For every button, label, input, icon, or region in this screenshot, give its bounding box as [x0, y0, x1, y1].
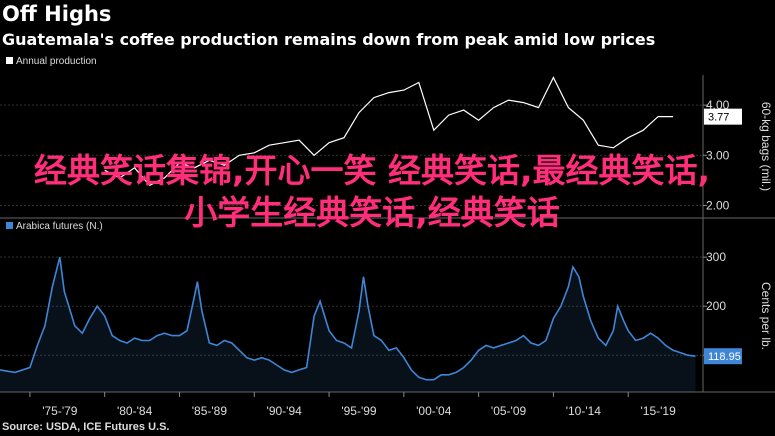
legend-swatch — [6, 222, 13, 229]
series-area-fill — [0, 257, 696, 392]
overlay-watermark-text: 经典笑话集锦,开心一笑 经典笑话,最经典笑话,小学生经典笑话,经典笑话 — [33, 151, 711, 232]
series-line-arabica — [0, 257, 696, 381]
last-value-label: 3.77 — [708, 112, 729, 124]
y-tick-label: 200 — [706, 299, 726, 313]
x-tick-label: '00-'04 — [416, 404, 452, 418]
y-axis-label: Cents per lb. — [759, 282, 773, 350]
chart-subtitle: Guatemala's coffee production remains do… — [2, 30, 656, 49]
x-tick-label: '05-'09 — [491, 404, 527, 418]
chart-source: Source: USDA, ICE Futures U.S. — [2, 421, 170, 433]
x-tick-label: '80-'84 — [117, 404, 153, 418]
legend-swatch — [6, 57, 13, 64]
series-line-production — [104, 76, 674, 187]
y-tick-label: 3.00 — [706, 148, 730, 162]
x-tick-label: '90-'94 — [267, 404, 303, 418]
legend-label: Arabica futures (N.) — [16, 221, 103, 232]
chart-title: Off Highs — [2, 2, 112, 26]
y-tick-label: 2.00 — [706, 198, 730, 212]
y-tick-label: 4.00 — [706, 98, 730, 112]
x-tick-label: '95-'99 — [341, 404, 377, 418]
y-axis-label: 60-kg bags (mil.) — [759, 102, 773, 191]
y-tick-label: 300 — [706, 250, 726, 264]
x-tick-label: '10-'14 — [566, 404, 602, 418]
last-value-badge — [704, 348, 742, 365]
last-value-label: 118.95 — [708, 351, 741, 363]
x-tick-label: '85-'89 — [192, 404, 228, 418]
last-value-badge — [704, 108, 742, 125]
x-tick-label: '75-'79 — [42, 404, 78, 418]
x-tick-label: '15-'19 — [640, 404, 676, 418]
legend-label: Annual production — [16, 56, 97, 67]
